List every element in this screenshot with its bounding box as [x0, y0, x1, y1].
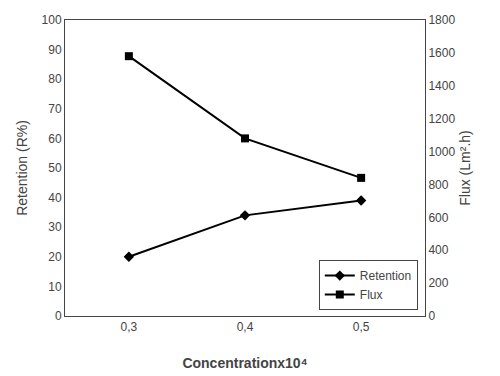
svg-text:1800: 1800 [428, 13, 455, 27]
svg-text:10: 10 [48, 280, 62, 294]
svg-text:0: 0 [428, 309, 435, 323]
svg-text:Flux (Lm².h): Flux (Lm².h) [457, 130, 473, 205]
svg-text:1600: 1600 [428, 46, 455, 60]
svg-text:1400: 1400 [428, 79, 455, 93]
svg-text:1000: 1000 [428, 145, 455, 159]
svg-text:400: 400 [428, 243, 448, 257]
svg-text:Concentrationx10⁴: Concentrationx10⁴ [182, 355, 307, 371]
svg-text:800: 800 [428, 178, 448, 192]
svg-text:80: 80 [48, 72, 62, 86]
svg-text:1200: 1200 [428, 112, 455, 126]
svg-text:0: 0 [55, 309, 62, 323]
svg-text:60: 60 [48, 132, 62, 146]
svg-text:90: 90 [48, 43, 62, 57]
svg-text:0,5: 0,5 [353, 320, 370, 334]
svg-text:70: 70 [48, 102, 62, 116]
svg-text:30: 30 [48, 220, 62, 234]
svg-text:100: 100 [42, 13, 62, 27]
svg-text:20: 20 [48, 250, 62, 264]
svg-text:Retention (R%): Retention (R%) [14, 120, 30, 216]
svg-text:0,4: 0,4 [237, 320, 254, 334]
svg-text:50: 50 [48, 161, 62, 175]
svg-text:600: 600 [428, 211, 448, 225]
svg-text:Flux: Flux [360, 288, 383, 302]
svg-text:200: 200 [428, 276, 448, 290]
svg-text:0,3: 0,3 [121, 320, 138, 334]
svg-text:Retention: Retention [360, 269, 411, 283]
svg-text:40: 40 [48, 191, 62, 205]
